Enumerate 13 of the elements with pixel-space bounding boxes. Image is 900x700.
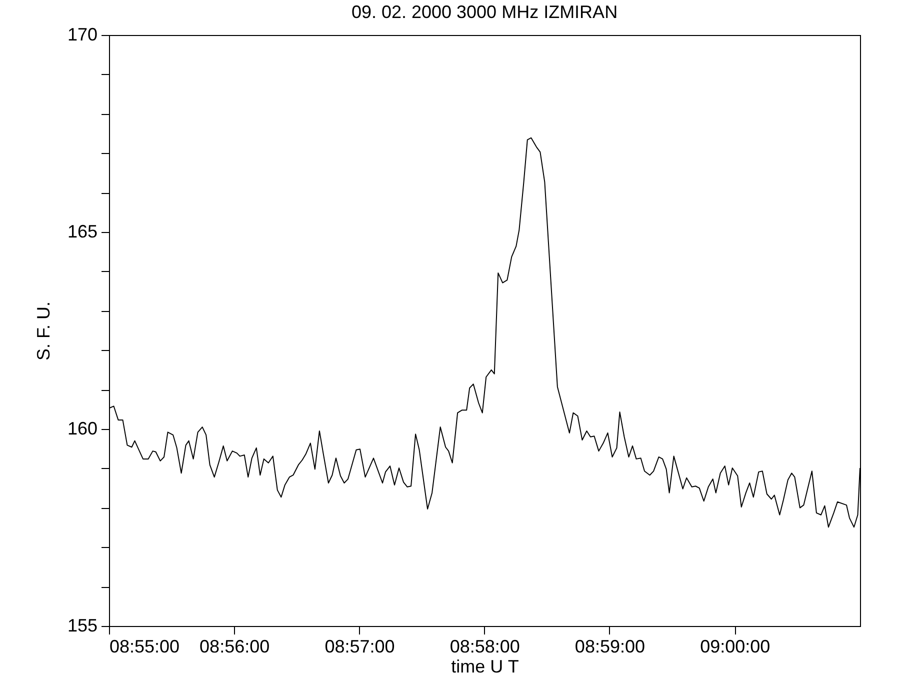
y-tick-label: 170 <box>67 24 98 44</box>
x-tick-label: 08:59:00 <box>574 636 646 656</box>
y-tick-label: 160 <box>67 418 98 438</box>
y-tick-label: 165 <box>67 222 98 242</box>
chart-title: 09. 02. 2000 3000 MHz IZMIRAN <box>351 2 618 22</box>
x-tick-label: 08:55:00 <box>110 636 180 656</box>
x-tick-label: 08:58:00 <box>450 636 520 656</box>
x-axis-title: time U T <box>451 656 519 676</box>
x-tick-label: 08:56:00 <box>200 636 270 656</box>
y-tick-label: 155 <box>67 616 98 636</box>
y-axis-title: S. F. U. <box>33 301 54 361</box>
x-tick-label: 08:57:00 <box>324 636 395 656</box>
x-tick-label: 09:00:00 <box>700 636 770 656</box>
